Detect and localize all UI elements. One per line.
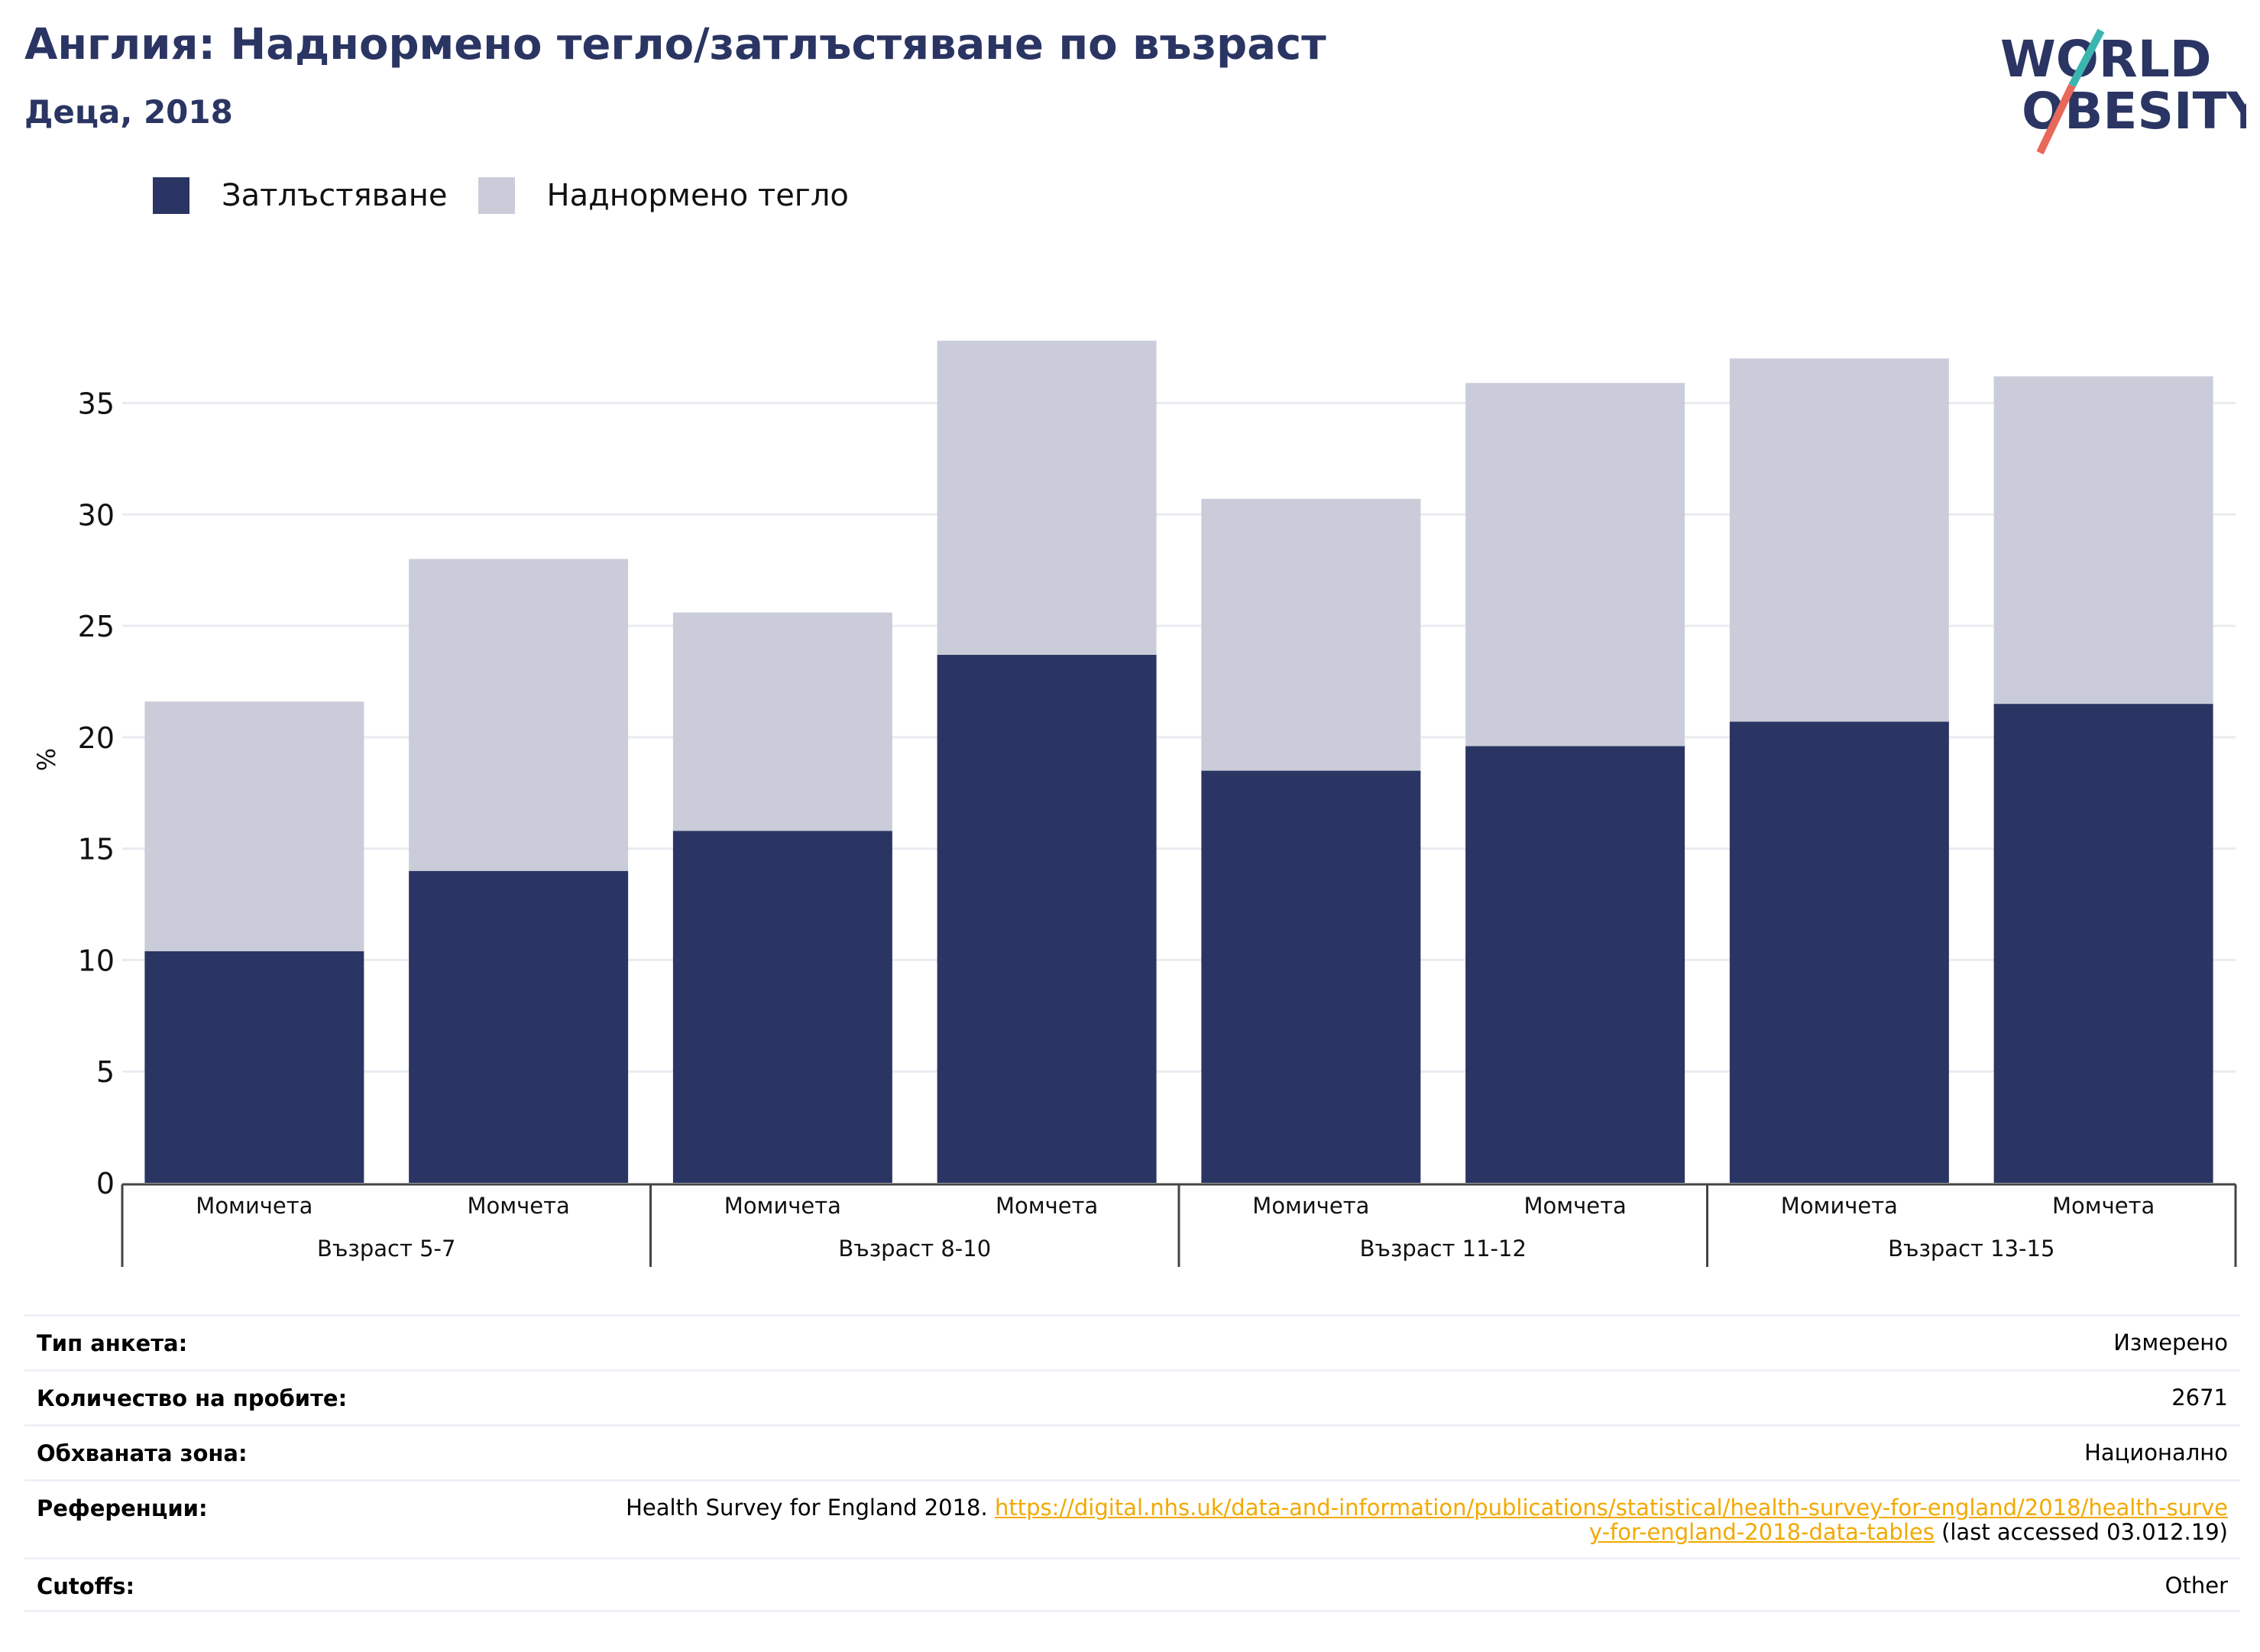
references-prefix: Health Survey for England 2018. (626, 1495, 988, 1521)
legend-swatch-obesity (153, 177, 189, 214)
chart-subtitle: Деца, 2018 (24, 93, 233, 131)
bar-overweight (144, 701, 364, 951)
y-tick-label: 20 (78, 721, 115, 755)
bar-obesity (672, 831, 892, 1183)
info-row-references: Референции: Health Survey for England 20… (24, 1479, 2240, 1557)
x-tick-label: Момчета (2052, 1193, 2155, 1219)
bar-overweight (1993, 376, 2213, 705)
world-obesity-logo: WORLD OBESITY (2000, 28, 2246, 155)
info-table: Тип анкета: Измерено Количество на проби… (24, 1314, 2240, 1612)
y-tick-label: 35 (78, 387, 115, 420)
legend-label-overweight: Наднормено тегло (546, 178, 849, 213)
x-tick-label: Момичета (1252, 1193, 1369, 1219)
y-tick-label: 30 (78, 498, 115, 532)
legend-item-overweight[interactable]: Наднормено тегло (478, 177, 849, 214)
bar-overweight (409, 559, 629, 871)
bar-obesity (1729, 721, 1949, 1183)
survey-type-value: Измерено (2113, 1330, 2228, 1356)
bar-obesity (409, 870, 629, 1183)
y-tick-label: 5 (96, 1055, 115, 1089)
group-label: Възраст 8-10 (838, 1236, 991, 1262)
y-tick-label: 15 (78, 833, 115, 866)
y-tick-label: 10 (78, 944, 115, 977)
bar-overweight (672, 612, 892, 831)
logo-slash-teal (2068, 28, 2105, 88)
x-tick-label: Момчета (996, 1193, 1098, 1219)
area-value: Национално (2084, 1440, 2228, 1466)
sample-size-label: Количество на пробите: (37, 1385, 348, 1411)
sample-size-value: 2671 (2171, 1385, 2228, 1411)
group-label: Възраст 13-15 (1888, 1236, 2054, 1262)
references-suffix: (last accessed 03.012.19) (1941, 1519, 2228, 1545)
references-link[interactable]: https://digital.nhs.uk/data-and-informat… (994, 1495, 2228, 1545)
bar-overweight (937, 340, 1157, 655)
info-row-area: Обхваната зона: Национално (24, 1424, 2240, 1479)
x-tick-label: Момчета (1523, 1193, 1626, 1219)
info-row-sample-size: Количество на пробите: 2671 (24, 1369, 2240, 1424)
bar-obesity (144, 951, 364, 1183)
legend-item-obesity[interactable]: Затлъстяване (153, 177, 448, 214)
bar-obesity (1201, 770, 1421, 1183)
logo-text-world: WORLD (2000, 30, 2212, 89)
bar-obesity (1993, 704, 2213, 1183)
survey-type-label: Тип анкета: (37, 1330, 188, 1356)
bar-obesity (1465, 746, 1685, 1183)
group-label: Възраст 5-7 (317, 1236, 455, 1262)
bar-overweight (1465, 383, 1685, 747)
y-axis-label: % (32, 748, 61, 771)
y-tick-label: 25 (78, 610, 115, 643)
chart-legend: Затлъстяване Наднормено тегло (153, 177, 879, 214)
x-tick-label: Момичета (724, 1193, 841, 1219)
bar-overweight (1729, 358, 1949, 722)
legend-label-obesity: Затлъстяване (222, 178, 448, 213)
references-value: Health Survey for England 2018. https://… (623, 1495, 2228, 1544)
x-tick-label: Момичета (196, 1193, 312, 1219)
chart-title: Англия: Наднормено тегло/затлъстяване по… (24, 20, 1326, 70)
area-label: Обхваната зона: (37, 1440, 248, 1466)
info-row-cutoffs: Cutoffs: Other (24, 1557, 2240, 1612)
logo-slash-coral (2036, 83, 2076, 155)
cutoffs-value: Other (2164, 1573, 2228, 1599)
x-tick-label: Момчета (467, 1193, 569, 1219)
references-label: Референции: (37, 1495, 208, 1521)
bar-obesity (937, 654, 1157, 1183)
y-tick-label: 0 (96, 1167, 115, 1200)
legend-swatch-overweight (478, 177, 515, 214)
bar-overweight (1201, 498, 1421, 771)
group-label: Възраст 11-12 (1360, 1236, 1527, 1262)
stacked-bar-chart: 0 5 10 15 20 25 30 35% Момичета Момчета Момичета Мо… (32, 340, 2237, 1267)
cutoffs-label: Cutoffs: (37, 1573, 135, 1599)
info-row-survey-type: Тип анкета: Измерено (24, 1314, 2240, 1369)
x-tick-label: Момичета (1781, 1193, 1898, 1219)
